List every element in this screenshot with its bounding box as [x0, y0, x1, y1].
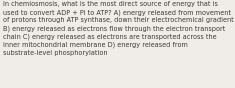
Text: In chemiosmosis, what is the most direct source of energy that is used to conver: In chemiosmosis, what is the most direct…: [3, 1, 234, 56]
